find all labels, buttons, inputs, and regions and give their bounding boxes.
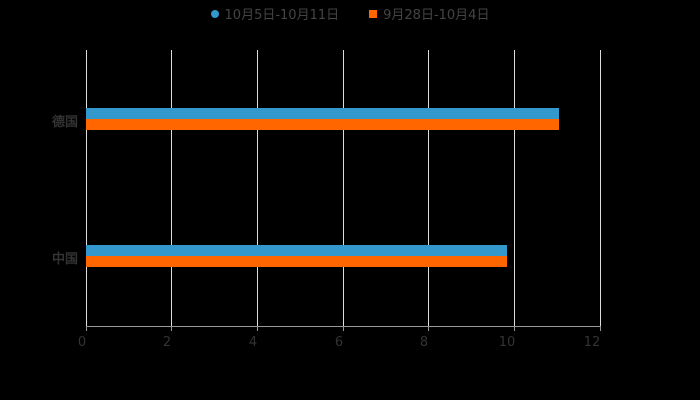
category-label-china: 中国 xyxy=(51,252,78,267)
gridline xyxy=(428,50,429,326)
x-tick xyxy=(428,326,429,331)
gridline xyxy=(343,50,344,326)
gridline xyxy=(514,50,515,326)
bar-china-series-2[interactable] xyxy=(86,256,507,267)
x-tick xyxy=(600,326,601,331)
legend-item-series-1[interactable]: 10月5日-10月11日 xyxy=(210,4,340,23)
x-tick-label: 10 xyxy=(498,335,516,350)
legend-item-series-2[interactable]: 9月28日-10月4日 xyxy=(369,4,489,23)
x-tick-label: 8 xyxy=(419,335,429,350)
x-tick xyxy=(514,326,515,331)
category-label-germany: 德国 xyxy=(51,115,78,130)
x-tick xyxy=(171,326,172,331)
x-tick-label: 12 xyxy=(583,335,601,350)
x-tick xyxy=(257,326,258,331)
x-tick-label: 4 xyxy=(248,335,258,350)
bar-germany-series-1[interactable] xyxy=(86,108,559,119)
bar-china-series-1[interactable] xyxy=(86,245,507,256)
chart-legend: 10月5日-10月11日 9月28日-10月4日 xyxy=(0,4,700,23)
series-2-marker-icon xyxy=(369,9,378,18)
gridline xyxy=(600,50,601,326)
gridline xyxy=(171,50,172,326)
gridline xyxy=(257,50,258,326)
x-tick-label: 6 xyxy=(334,335,344,350)
bar-germany-series-2[interactable] xyxy=(86,119,559,130)
x-tick xyxy=(343,326,344,331)
legend-label: 9月28日-10月4日 xyxy=(383,8,490,23)
x-tick-label: 0 xyxy=(77,335,87,350)
gridline xyxy=(86,50,87,326)
series-1-marker-icon xyxy=(210,9,219,18)
x-tick xyxy=(86,326,87,331)
x-tick-label: 2 xyxy=(162,335,172,350)
legend-label: 10月5日-10月11日 xyxy=(224,8,340,23)
